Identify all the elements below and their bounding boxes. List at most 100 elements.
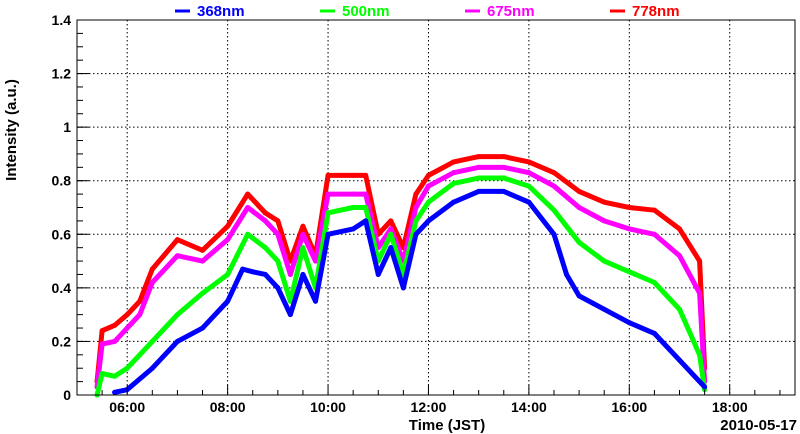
data-point-778nm (677, 226, 683, 232)
data-point-368nm (325, 231, 331, 237)
data-point-500nm (137, 352, 143, 358)
data-point-778nm (451, 159, 457, 165)
x-tick-label: 18:00 (712, 399, 748, 415)
data-point-675nm (677, 253, 683, 259)
data-point-675nm (287, 271, 293, 277)
data-point-500nm (576, 239, 582, 245)
data-point-778nm (99, 328, 105, 334)
grid (77, 20, 795, 395)
data-point-500nm (149, 338, 155, 344)
data-point-368nm (363, 218, 369, 224)
y-tick-label: 1.4 (52, 12, 72, 28)
data-point-778nm (425, 172, 431, 178)
data-point-778nm (245, 191, 251, 197)
data-point-675nm (451, 170, 457, 176)
data-point-368nm (240, 266, 246, 272)
data-point-368nm (200, 325, 206, 331)
data-point-778nm (476, 154, 482, 160)
data-point-368nm (388, 245, 394, 251)
x-tick-label: 08:00 (210, 399, 246, 415)
data-point-500nm (275, 258, 281, 264)
data-point-675nm (697, 290, 703, 296)
data-point-368nm (312, 298, 318, 304)
data-point-778nm (601, 199, 607, 205)
data-point-500nm (425, 199, 431, 205)
data-point-368nm (551, 231, 557, 237)
data-point-500nm (476, 175, 482, 181)
legend: 368nm 500nm 675nm 778nm (175, 3, 680, 20)
data-point-675nm (651, 231, 657, 237)
data-point-500nm (501, 175, 507, 181)
data-point-675nm (137, 312, 143, 318)
data-point-368nm (651, 330, 657, 336)
data-point-675nm (325, 191, 331, 197)
x-tick-label: 12:00 (411, 399, 447, 415)
x-tick-label: 10:00 (310, 399, 346, 415)
data-point-500nm (245, 231, 251, 237)
x-tick-label: 14:00 (511, 399, 547, 415)
data-point-368nm (350, 226, 356, 232)
data-point-675nm (363, 191, 369, 197)
data-point-675nm (245, 205, 251, 210)
data-point-778nm (112, 322, 118, 328)
data-point-675nm (124, 325, 130, 331)
data-point-675nm (476, 164, 482, 170)
data-point-500nm (451, 180, 457, 186)
data-point-368nm (300, 271, 306, 277)
data-point-500nm (626, 269, 632, 275)
data-point-778nm (200, 247, 206, 253)
data-point-778nm (501, 154, 507, 160)
data-point-778nm (124, 312, 130, 318)
data-point-675nm (200, 258, 206, 264)
y-tick-label: 1.2 (52, 66, 72, 82)
data-point-368nm (564, 271, 570, 277)
data-point-368nm (149, 365, 155, 371)
data-point-368nm (526, 199, 532, 205)
data-point-368nm (287, 312, 293, 318)
axis-ticks: 06:00 08:00 10:00 12:00 14:00 16:00 18:00 0 0.2 0… (52, 12, 781, 415)
legend-label: 778nm (632, 3, 680, 20)
data-point-500nm (363, 205, 369, 210)
data-point-778nm (651, 207, 657, 213)
data-point-675nm (350, 191, 356, 197)
data-point-778nm (137, 298, 143, 304)
data-point-778nm (363, 172, 369, 178)
data-point-500nm (200, 290, 206, 296)
y-tick-label: 0.8 (52, 173, 72, 189)
data-point-368nm (702, 384, 708, 390)
data-point-675nm (413, 205, 419, 210)
data-point-675nm (312, 258, 318, 264)
data-point-500nm (325, 210, 331, 216)
data-point-778nm (551, 170, 557, 176)
data-point-778nm (626, 205, 632, 210)
data-point-675nm (99, 341, 105, 347)
data-point-675nm (149, 280, 155, 285)
data-point-368nm (501, 188, 507, 194)
data-point-368nm (400, 285, 406, 291)
data-point-500nm (262, 245, 268, 251)
data-point-500nm (651, 280, 657, 285)
x-tick-label: 06:00 (109, 399, 145, 415)
data-point-500nm (413, 218, 419, 224)
y-tick-label: 0.2 (52, 333, 72, 349)
data-point-500nm (697, 352, 703, 358)
data-point-500nm (225, 271, 231, 277)
data-point-778nm (388, 218, 394, 224)
data-point-675nm (576, 205, 582, 210)
data-point-368nm (275, 285, 281, 291)
y-axis-label: Intensity (a.u.) (3, 79, 20, 181)
data-point-368nm (225, 298, 231, 304)
data-point-368nm (576, 293, 582, 299)
data-point-500nm (112, 373, 118, 379)
x-axis-label: Time (JST) (409, 417, 485, 434)
data-point-675nm (174, 253, 180, 259)
y-tick-label: 0.6 (52, 226, 72, 242)
data-point-675nm (388, 226, 394, 232)
data-point-368nm (250, 269, 256, 275)
data-point-500nm (350, 205, 356, 210)
data-point-778nm (300, 223, 306, 229)
data-point-675nm (262, 218, 268, 224)
data-point-500nm (526, 183, 532, 189)
data-point-778nm (174, 237, 180, 243)
legend-label: 500nm (342, 3, 390, 20)
